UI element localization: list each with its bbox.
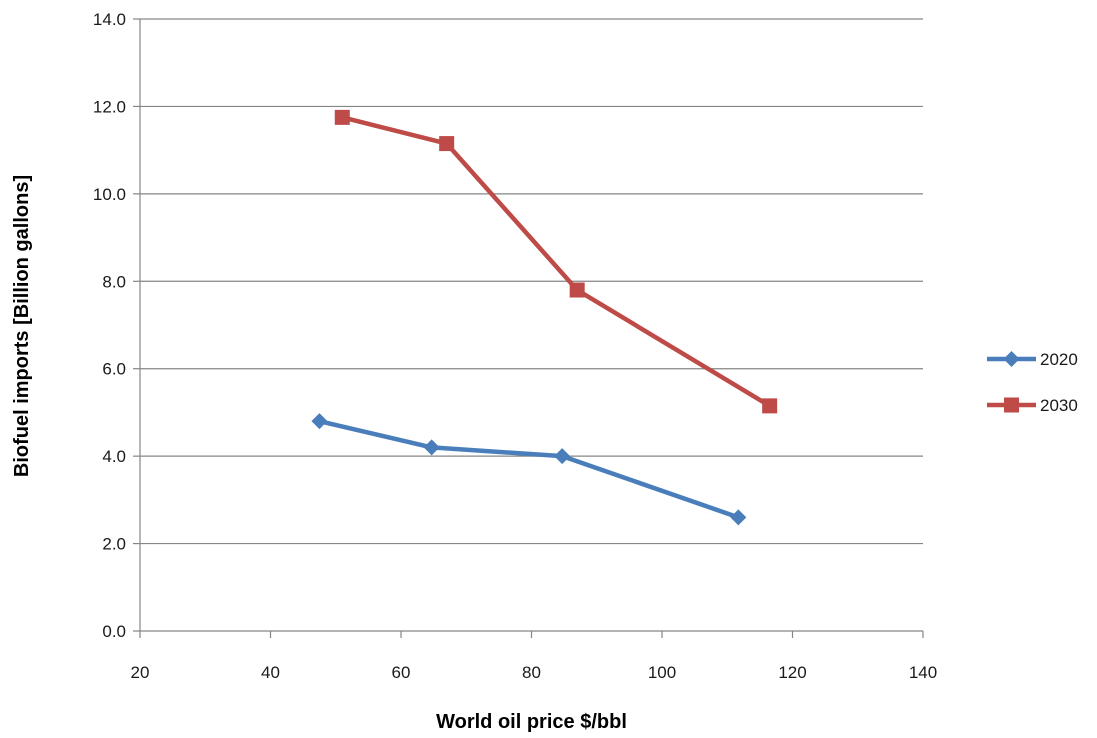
data-point [311, 413, 328, 430]
x-tick-label: 80 [522, 663, 541, 682]
legend-label: 2030 [1040, 396, 1078, 415]
x-tick-label: 60 [392, 663, 411, 682]
data-point [554, 448, 571, 465]
legend-item-2020: 2020 [987, 350, 1078, 369]
axes [133, 18, 924, 638]
x-tick-label: 140 [909, 663, 937, 682]
x-tick-label: 20 [131, 663, 150, 682]
x-tick-label: 40 [261, 663, 280, 682]
data-point [439, 136, 455, 152]
x-tick-label: 100 [648, 663, 676, 682]
y-axis-title: Biofuel imports [Billion gallons] [11, 175, 33, 477]
y-tick-label: 2.0 [102, 535, 126, 554]
legend-item-2030: 2030 [987, 396, 1078, 415]
data-point [569, 282, 585, 298]
series-2020 [311, 413, 747, 526]
data-point [730, 509, 747, 526]
series-2030 [334, 109, 778, 414]
data-point [762, 398, 778, 414]
y-tick-label: 12.0 [93, 97, 126, 116]
y-tick-label: 4.0 [102, 447, 126, 466]
y-tick-label: 10.0 [93, 185, 126, 204]
legend: 2020 2030 [987, 350, 1078, 415]
gridlines [140, 18, 923, 545]
legend-label: 2020 [1040, 350, 1078, 369]
data-point [423, 439, 440, 456]
series-line [318, 418, 740, 520]
legend-marker [1004, 397, 1019, 413]
legend-marker [1003, 351, 1020, 367]
data-point [334, 109, 350, 125]
x-tick-labels: 20 40 60 80 100 120 140 [131, 663, 938, 682]
y-tick-label: 8.0 [102, 272, 126, 291]
y-tick-labels: 0.0 2.0 4.0 6.0 8.0 10.0 12.0 14.0 [93, 10, 126, 641]
y-tick-label: 0.0 [102, 622, 126, 641]
x-axis-title: World oil price $/bbl [436, 711, 627, 733]
series-line [341, 115, 771, 408]
series-layer [311, 109, 778, 526]
y-tick-label: 14.0 [93, 10, 126, 29]
x-tick-label: 120 [778, 663, 806, 682]
y-tick-label: 6.0 [102, 360, 126, 379]
